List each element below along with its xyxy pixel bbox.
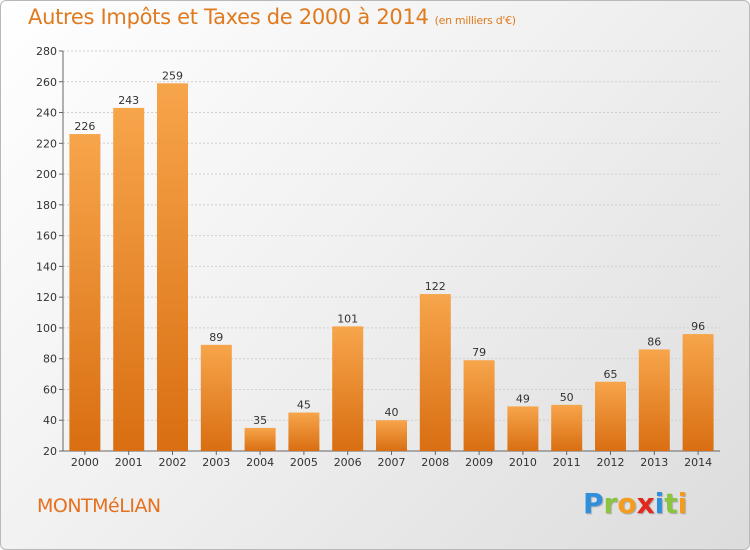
y-tick-label: 120 <box>36 291 57 304</box>
data-label: 243 <box>118 94 139 107</box>
x-tick-label: 2007 <box>378 456 406 469</box>
bar <box>157 83 188 452</box>
y-tick-label: 20 <box>43 445 57 458</box>
data-label: 49 <box>516 392 530 405</box>
data-label: 226 <box>74 120 95 133</box>
x-tick-label: 2012 <box>597 456 625 469</box>
y-tick-label: 140 <box>36 260 57 273</box>
x-tick-label: 2003 <box>202 456 230 469</box>
y-tick-label: 80 <box>43 353 57 366</box>
y-tick-label: 40 <box>43 414 57 427</box>
y-tick-label: 280 <box>36 45 57 58</box>
data-label: 259 <box>162 69 183 82</box>
logo-letter: i <box>654 487 665 520</box>
bar <box>682 334 714 451</box>
y-tick-label: 160 <box>36 230 57 243</box>
x-tick-label: 2014 <box>684 456 712 469</box>
y-tick-label: 240 <box>36 107 57 120</box>
logo-letter: r <box>603 487 618 520</box>
data-label: 40 <box>385 406 399 419</box>
data-label: 122 <box>425 280 446 293</box>
value-labels: 226 243 259 89 35 45 101 40 122 79 49 50 65 86 96 <box>74 69 705 427</box>
x-tick-label: 2009 <box>465 456 493 469</box>
data-label: 96 <box>691 320 705 333</box>
y-tick-label: 220 <box>36 137 57 150</box>
data-label: 50 <box>560 391 574 404</box>
bar <box>507 406 539 451</box>
town-name: MONTMéLIAN <box>37 495 161 517</box>
x-tick-label: 2000 <box>71 456 99 469</box>
data-label: 89 <box>209 331 223 344</box>
bar <box>595 381 626 451</box>
bar <box>419 294 451 451</box>
x-tick-label: 2008 <box>421 456 449 469</box>
bar <box>463 360 495 451</box>
chart-title-group: Autres Impôts et Taxes de 2000 à 2014 (en… <box>28 5 516 29</box>
data-label: 101 <box>337 312 358 325</box>
logo-letter: t <box>664 487 678 520</box>
x-tick-label: 2006 <box>334 456 362 469</box>
x-tick-labels: 2000 2001 2002 2003 2004 2005 2006 2007 2008 2009… <box>71 456 712 469</box>
chart-subtitle: (en milliers d'€) <box>434 14 516 27</box>
bar <box>244 427 276 451</box>
bar <box>69 134 101 452</box>
bar <box>376 420 407 451</box>
data-label: 35 <box>253 414 267 427</box>
x-tick-label: 2005 <box>290 456 318 469</box>
chart-title: Autres Impôts et Taxes de 2000 à 2014 <box>28 5 429 29</box>
x-tick-label: 2013 <box>640 456 668 469</box>
bar <box>288 412 320 451</box>
data-label: 45 <box>297 399 311 412</box>
bar <box>638 349 670 451</box>
y-tick-label: 100 <box>36 322 57 335</box>
logo-letter: x <box>636 487 655 520</box>
logo-letter: P <box>583 487 604 520</box>
data-label: 86 <box>647 335 661 348</box>
bar <box>113 107 145 451</box>
y-tick-label: 180 <box>36 199 57 212</box>
data-label: 79 <box>472 346 486 359</box>
data-label: 65 <box>604 368 618 381</box>
bars <box>69 83 714 452</box>
bar <box>200 344 232 451</box>
x-tick-label: 2002 <box>159 456 187 469</box>
logo-letter: i <box>677 487 688 520</box>
y-tick-labels: 20 40 60 80 100 120 140 160 180 200 220 240 260 280 <box>36 45 57 458</box>
y-tick-label: 200 <box>36 168 57 181</box>
bar <box>551 404 583 451</box>
y-tick-label: 260 <box>36 76 57 89</box>
y-tick-label: 60 <box>43 383 57 396</box>
x-tick-label: 2010 <box>509 456 537 469</box>
x-tick-label: 2004 <box>246 456 274 469</box>
x-tick-label: 2001 <box>115 456 143 469</box>
proxiti-logo: Proxiti <box>583 487 687 520</box>
bar <box>332 326 364 451</box>
x-tick-label: 2011 <box>553 456 581 469</box>
logo-letter: o <box>617 487 637 520</box>
